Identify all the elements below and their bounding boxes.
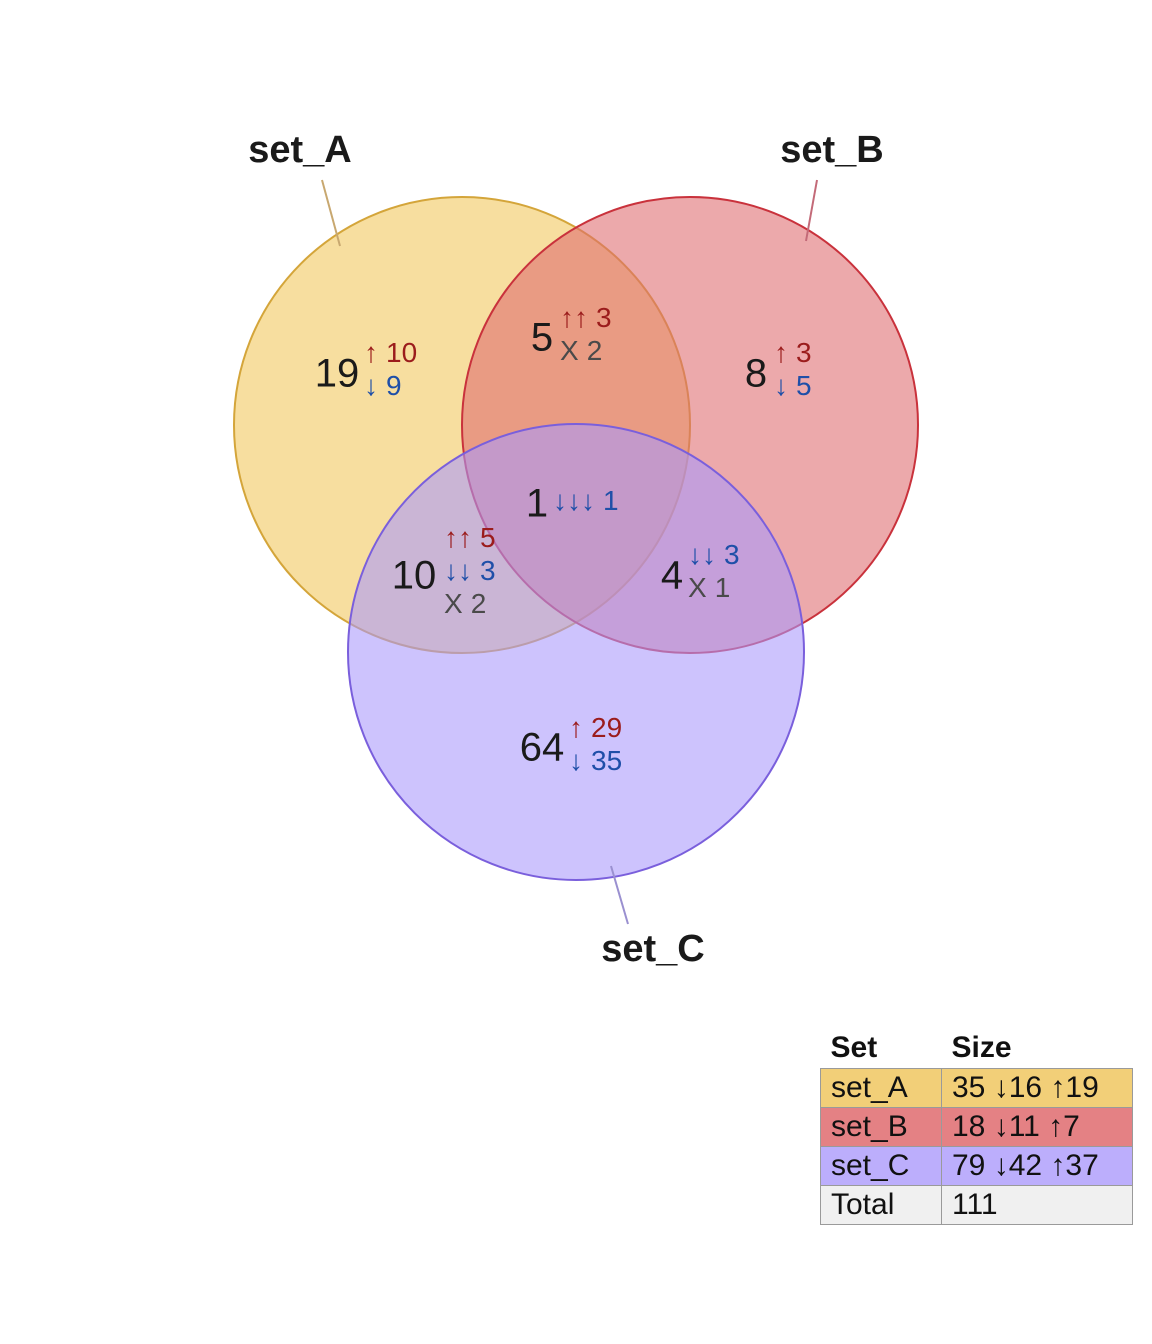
- up-symbol: ↑↑: [444, 522, 472, 553]
- down-symbol: ↓: [364, 370, 378, 401]
- up-symbol: ↑↑: [560, 302, 588, 333]
- region-up-line: ↑↑ 5: [444, 522, 496, 553]
- leader-set-b: [805, 179, 818, 242]
- down-symbol: ↓: [774, 370, 788, 401]
- down-count: 3: [724, 539, 740, 570]
- region-annotations: 19 ↑ 10↓ 95 ↑↑ 3X 28 ↑ 3↓ 51 ↓↓↓ 110↑↑ 5↓↓ 3X 24 ↓↓ 3X 16…: [315, 302, 812, 776]
- region-down-line: ↓ 35: [569, 745, 622, 776]
- set-size-legend-table: Set Size set_A 35 ↓16 ↑19 set_B 18 ↓11 ↑…: [820, 1028, 1133, 1225]
- up-count: 29: [591, 712, 622, 743]
- region-up-line: ↑ 10: [364, 337, 417, 368]
- region-count: 19: [315, 352, 360, 396]
- down-count: 5: [796, 370, 812, 401]
- down-count: 1: [603, 485, 619, 516]
- mixed-count: 2: [471, 588, 487, 619]
- set-b-label: set_B: [780, 129, 884, 171]
- region-count: 1: [526, 482, 548, 526]
- leader-set-c: [610, 865, 629, 925]
- circle-set-c: [347, 423, 805, 881]
- up-symbol: ↑: [364, 337, 378, 368]
- down-symbol: ↓↓: [444, 555, 472, 586]
- legend-header-size: Size: [951, 1031, 1012, 1064]
- region-count: 5: [531, 316, 553, 360]
- mixed-symbol: X: [688, 572, 707, 603]
- legend-row-total: Total 111: [820, 1185, 1133, 1225]
- mixed-symbol: X: [444, 588, 463, 619]
- label-leader-lines: [321, 179, 818, 925]
- down-symbol: ↓↓↓: [553, 485, 595, 516]
- legend-row-set-name: set_B: [820, 1107, 942, 1147]
- legend-header-row: Set Size: [821, 1028, 1133, 1069]
- region-bc: 4 ↓↓ 3X 1: [661, 539, 740, 603]
- venn-diagram: set_A set_B set_C 19 ↑ 10↓ 95 ↑↑ 3X 28 ↑ 3↓ 51 ↓↓↓…: [233, 129, 919, 970]
- region-down-line: ↓ 5: [774, 370, 812, 401]
- set-a-label: set_A: [248, 129, 352, 171]
- mixed-count: 1: [715, 572, 731, 603]
- region-abc: 1 ↓↓↓ 1: [526, 482, 619, 526]
- down-count: 9: [386, 370, 402, 401]
- mixed-symbol: X: [560, 335, 579, 366]
- up-count: 3: [596, 302, 612, 333]
- region-count: 4: [661, 554, 683, 598]
- region-a: 19 ↑ 10↓ 9: [315, 337, 417, 401]
- legend-row-size: 35 ↓16 ↑19: [941, 1068, 1133, 1108]
- down-count: 35: [591, 745, 622, 776]
- mixed-count: 2: [587, 335, 603, 366]
- down-symbol: ↓: [569, 745, 583, 776]
- up-count: 3: [796, 337, 812, 368]
- region-b: 8 ↑ 3↓ 5: [745, 337, 812, 401]
- legend-row-set-b: set_B 18 ↓11 ↑7: [820, 1107, 1133, 1147]
- set-c-label: set_C: [601, 928, 705, 970]
- up-count: 10: [386, 337, 417, 368]
- region-up-line: ↑ 3: [774, 337, 812, 368]
- region-down-line: ↓↓↓ 1: [553, 485, 619, 516]
- region-count: 64: [520, 726, 565, 770]
- up-symbol: ↑: [774, 337, 788, 368]
- region-c: 64 ↑ 29 ↓ 35: [520, 712, 622, 776]
- region-down-line: ↓↓ 3: [444, 555, 496, 586]
- set-labels: set_A set_B set_C: [248, 129, 884, 970]
- region-count: 8: [745, 352, 767, 396]
- legend-row-set-name: Total: [820, 1185, 942, 1225]
- region-ab: 5 ↑↑ 3X 2: [531, 302, 612, 366]
- down-count: 3: [480, 555, 496, 586]
- legend-row-size: 18 ↓11 ↑7: [941, 1107, 1133, 1147]
- up-symbol: ↑: [569, 712, 583, 743]
- up-count: 5: [480, 522, 496, 553]
- region-ac: 10↑↑ 5 ↓↓ 3X 2: [392, 522, 496, 619]
- legend-row-set-a: set_A 35 ↓16 ↑19: [820, 1068, 1133, 1108]
- legend-row-size: 111: [941, 1185, 1133, 1225]
- legend-header-set: Set: [830, 1031, 878, 1064]
- region-up-line: ↑ 29: [569, 712, 622, 743]
- set-circles: [233, 196, 919, 881]
- region-down-line: ↓↓ 3: [688, 539, 740, 570]
- region-up-line: ↑↑ 3: [560, 302, 612, 333]
- region-down-line: ↓ 9: [364, 370, 402, 401]
- legend-row-set-name: set_A: [820, 1068, 942, 1108]
- down-symbol: ↓↓: [688, 539, 716, 570]
- legend-row-set-name: set_C: [820, 1146, 942, 1186]
- legend-row-set-c: set_C 79 ↓42 ↑37: [820, 1146, 1133, 1186]
- region-count: 10: [392, 554, 437, 598]
- legend-row-size: 79 ↓42 ↑37: [941, 1146, 1133, 1186]
- leader-set-a: [321, 179, 341, 247]
